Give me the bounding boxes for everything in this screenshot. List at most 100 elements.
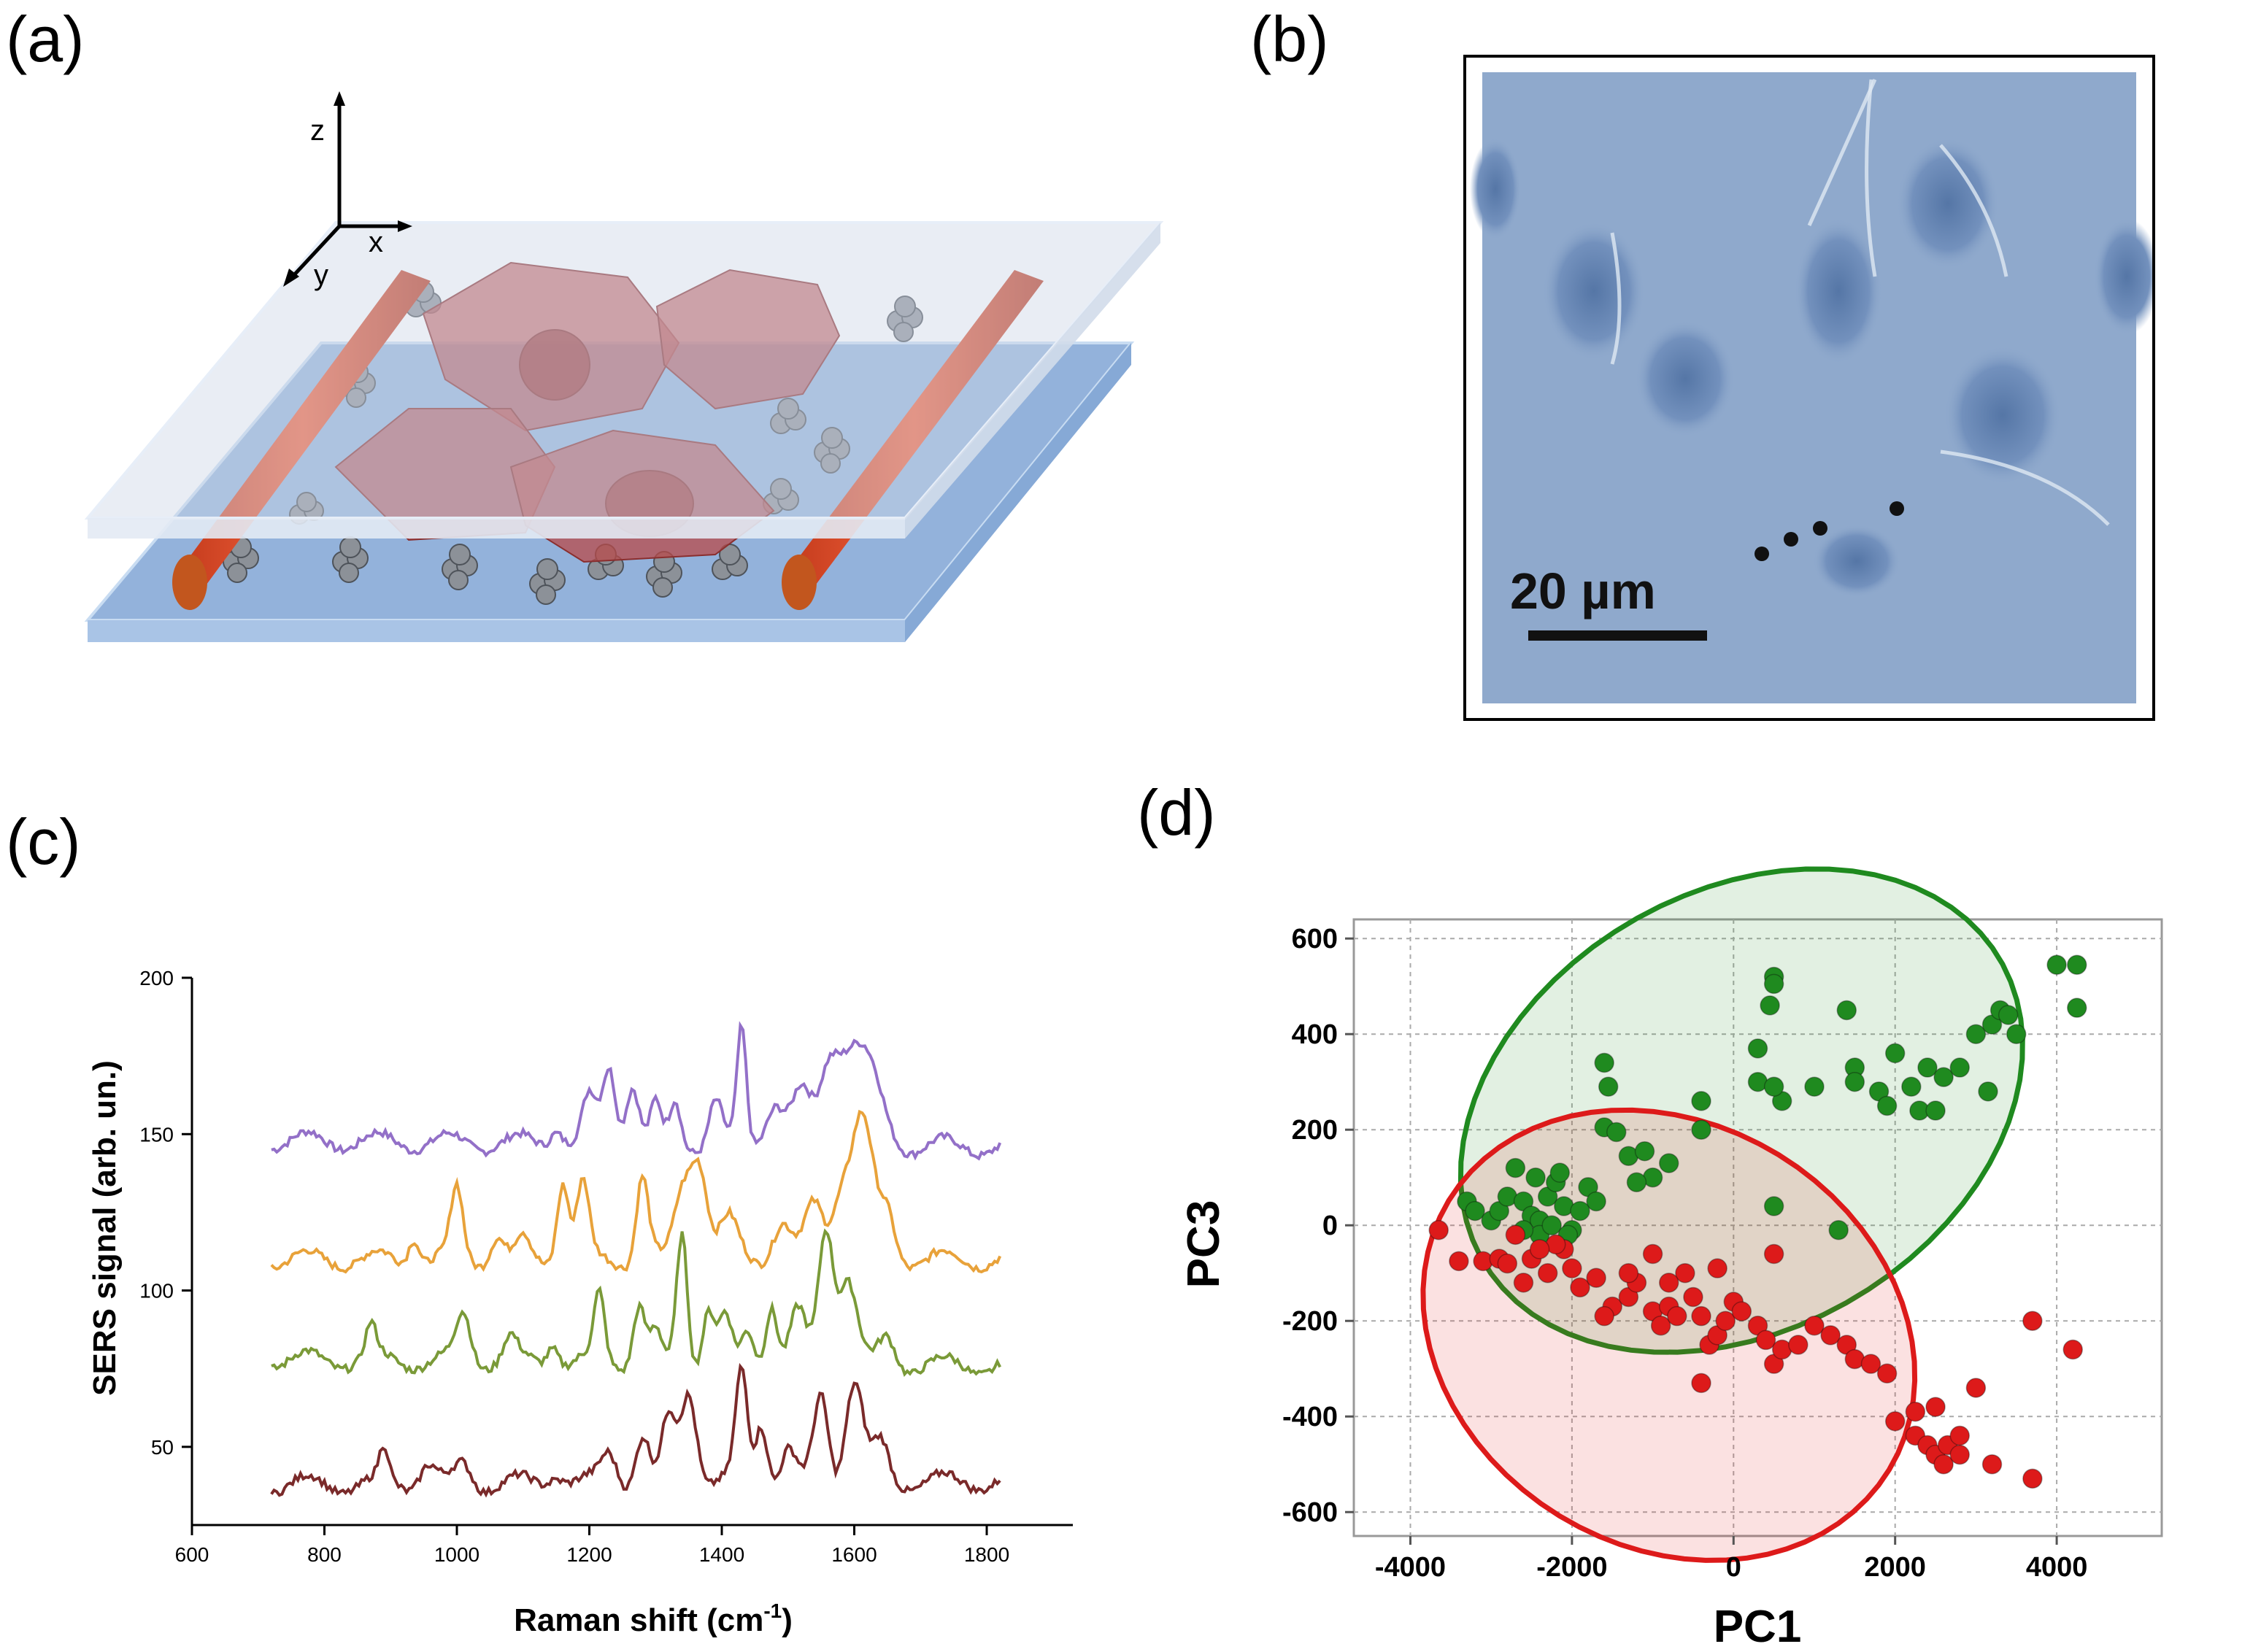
pca-y-tick-label: -200 — [1282, 1306, 1338, 1337]
sers-x-tick-label: 1200 — [566, 1543, 612, 1566]
pca-point — [1804, 1076, 1825, 1097]
pca-point — [1981, 1454, 2003, 1475]
right-electrode — [782, 270, 1044, 610]
sers-y-axis-title: SERS signal (arb. un.) — [87, 1060, 123, 1396]
pca-point — [1965, 1024, 1987, 1044]
pca-point — [1618, 1262, 1639, 1284]
pca-point — [1570, 1200, 1590, 1221]
pca-point — [1449, 1251, 1469, 1272]
sers-spectrum-line — [271, 1021, 1002, 1161]
pca-y-tick-label: 400 — [1292, 1019, 1338, 1050]
pca-point — [1626, 1172, 1647, 1193]
pca-point — [1788, 1335, 1809, 1355]
pca-point — [1562, 1258, 1582, 1278]
pca-y-tick-label: -600 — [1282, 1497, 1338, 1528]
sers-spectrum-line — [271, 1228, 1001, 1378]
pca-point — [1606, 1122, 1627, 1143]
pca-point — [1658, 1153, 1679, 1173]
pca-point — [1537, 1262, 1558, 1284]
coordinate-axes — [283, 91, 412, 287]
pca-point — [1428, 1220, 1449, 1240]
panel-label-c: (c) — [6, 806, 81, 878]
pca-point — [2006, 1024, 2027, 1044]
micrograph-frame: 20 µm — [1463, 55, 2160, 721]
pca-point — [1715, 1311, 1736, 1331]
pca-x-tick-label: 4000 — [2026, 1552, 2088, 1583]
sers-x-tick-label: 1400 — [699, 1543, 744, 1566]
pca-point — [1513, 1273, 1534, 1293]
sers-spectra-chart: 50 100 150 200 600 800 1000 1200 1400 1600 1800 SE… — [87, 967, 1073, 1638]
pca-point — [1594, 1052, 1614, 1073]
pca-point — [1650, 1316, 1671, 1336]
nanoparticle-cluster — [814, 427, 850, 474]
z-axis-label: z — [310, 115, 325, 147]
microparticles — [1755, 501, 1904, 561]
sers-x-tick-label: 1000 — [434, 1543, 479, 1566]
pca-point — [1763, 973, 1784, 995]
pca-point — [1505, 1224, 1526, 1246]
pca-point — [1586, 1191, 1606, 1212]
pca-point — [2067, 954, 2087, 975]
pca-point — [1747, 1038, 1768, 1059]
pca-point — [1691, 1373, 1711, 1394]
pca-point — [1925, 1397, 1946, 1417]
pca-point — [2022, 1311, 2043, 1331]
pca-point — [1549, 1162, 1571, 1183]
pca-point — [1642, 1243, 1663, 1265]
panel-label-d: (d) — [1137, 776, 1216, 849]
pca-x-tick-label: -4000 — [1375, 1552, 1446, 1583]
x-axis-label: x — [369, 226, 383, 258]
pca-point — [1998, 1005, 2019, 1025]
pca-point — [1505, 1157, 1526, 1178]
sers-y-tick-label: 100 — [139, 1280, 174, 1302]
nanoparticle-cluster — [442, 544, 478, 590]
pca-point — [1691, 1119, 1711, 1140]
pca-point — [1594, 1305, 1614, 1327]
pca-point — [1634, 1140, 1655, 1162]
pca-point — [1465, 1200, 1485, 1221]
sers-x-tick-label: 1800 — [964, 1543, 1009, 1566]
pca-point — [1763, 1243, 1784, 1265]
pca-x-tick-label: 2000 — [1864, 1552, 1926, 1583]
pca-point — [1598, 1076, 1619, 1097]
pca-point — [1683, 1286, 1703, 1308]
sers-x-tick-label: 1600 — [831, 1543, 877, 1566]
pca-point — [1691, 1091, 1711, 1111]
pca-point — [2046, 954, 2067, 975]
sers-y-tick-label: 50 — [151, 1436, 174, 1459]
pca-point — [1925, 1100, 1946, 1121]
pca-y-tick-label: 600 — [1292, 924, 1338, 954]
pca-point — [1525, 1167, 1546, 1188]
pca-y-tick-label: 0 — [1322, 1211, 1338, 1241]
pca-point — [1529, 1239, 1550, 1259]
device-schematic: z x y — [84, 91, 1164, 642]
pca-point — [1949, 1444, 1970, 1465]
pca-point — [1876, 1363, 1898, 1384]
panel-label-a: (a) — [6, 3, 85, 75]
pca-point — [2067, 997, 2087, 1018]
pca-point — [2062, 1339, 2083, 1360]
scale-bar-label: 20 µm — [1510, 563, 1656, 620]
pca-point — [1884, 1043, 1906, 1064]
nanoparticle-cluster — [887, 296, 923, 342]
pca-point — [1965, 1378, 1987, 1398]
pca-point — [1844, 1071, 1865, 1092]
sers-y-tick-label: 150 — [139, 1123, 174, 1146]
pca-point — [1570, 1277, 1590, 1298]
pca-point — [1860, 1354, 1881, 1374]
pca-point — [1820, 1325, 1841, 1346]
pca-point — [1586, 1267, 1606, 1289]
pca-point — [1760, 995, 1780, 1016]
scale-bar — [1528, 630, 1707, 641]
pca-point — [1707, 1258, 1727, 1278]
pca-point — [1828, 1220, 1849, 1240]
pca-x-axis-title: PC1 — [1714, 1602, 1802, 1652]
sers-x-tick-label: 600 — [175, 1543, 209, 1566]
pca-point — [1876, 1095, 1898, 1116]
pca-point — [1949, 1057, 1970, 1078]
pca-point — [1755, 1329, 1776, 1351]
pca-point — [1917, 1057, 1938, 1078]
pca-point — [1691, 1305, 1711, 1327]
pca-point — [1541, 1215, 1562, 1235]
nanoparticle-cluster — [770, 398, 806, 434]
